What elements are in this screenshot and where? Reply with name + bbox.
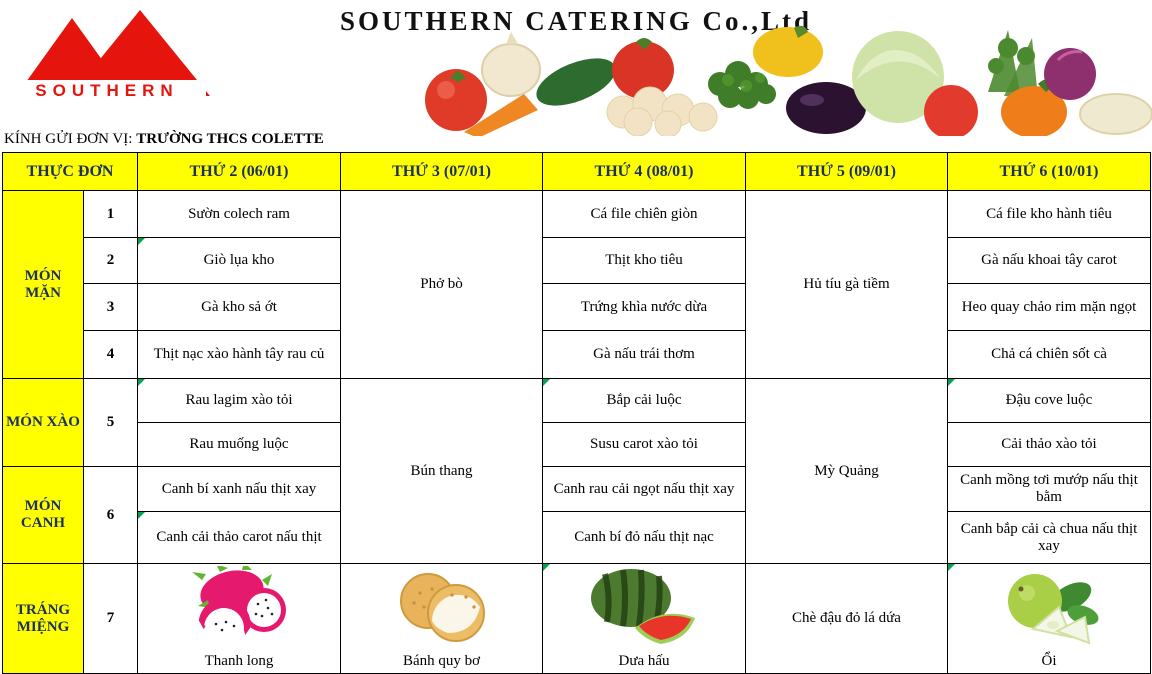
dessert-label: Bánh quy bơ	[402, 653, 481, 669]
watermelon-image	[591, 569, 695, 644]
category-mon-xao: MÓN XÀO	[2, 378, 84, 467]
menu-header-cell: THỰC ĐƠN	[2, 152, 138, 191]
dish-cell: Mỳ Quảng	[745, 378, 948, 564]
dessert-cell: Dưa hấu	[542, 563, 746, 674]
row-number: 1	[83, 190, 138, 238]
dish-cell: Thịt nạc xào hành tây rau củ	[137, 330, 341, 379]
dish-cell: Hủ tíu gà tiềm	[745, 190, 948, 379]
day-header-tue: THỨ 3 (07/01)	[340, 152, 543, 191]
table-row: MÓN MẶN 1 Sườn colech ram Phở bò Cá file…	[2, 190, 1151, 379]
dessert-label: Dưa hấu	[618, 653, 670, 669]
dish-cell: Rau muống luộc	[137, 422, 341, 467]
row-number: 2	[83, 237, 138, 284]
dish-cell: Canh mồng tơi mướp nấu thịt bằm	[947, 466, 1151, 512]
dish-cell: Canh bí đỏ nấu thịt nạc	[542, 511, 746, 564]
greeting-line: KÍNH GỬI ĐƠN VỊ: TRƯỜNG THCS COLETTE	[4, 131, 324, 148]
day-header-wed: THỨ 4 (08/01)	[542, 152, 746, 191]
dish-cell: Gà kho sả ớt	[137, 283, 341, 331]
table-row: 2 Giò lụa kho Thịt kho tiêu Gà nấu khoai…	[3, 237, 1151, 284]
comment-marker-icon	[543, 379, 550, 386]
day-header-thu: THỨ 5 (09/01)	[745, 152, 948, 191]
row-number: 4	[83, 330, 138, 379]
dragon-fruit-image	[192, 566, 286, 636]
company-title: SOUTHERN CATERING Co.,Ltd	[339, 6, 813, 36]
dessert-cell: Bánh quy bơ	[340, 563, 543, 674]
table-row: 3 Gà kho sả ớt Trứng khìa nước dừa Heo q…	[3, 283, 1151, 331]
dish-cell: Cải thảo xào tỏi	[947, 422, 1151, 467]
comment-marker-icon	[138, 238, 145, 245]
category-mon-canh: MÓN CANH	[2, 466, 84, 564]
dessert-cell: Thanh long	[137, 563, 341, 674]
dish-cell: Canh rau cải ngọt nấu thịt xay	[542, 466, 746, 512]
category-mon-man: MÓN MẶN	[2, 190, 84, 379]
dish-cell: Bún thang	[340, 378, 543, 564]
vegetables-banner-image	[425, 25, 1152, 136]
comment-marker-icon	[948, 379, 955, 386]
dish-cell: Đậu cove luộc	[947, 378, 1151, 423]
table-header-row: THỰC ĐƠN THỨ 2 (06/01) THỨ 3 (07/01) THỨ…	[2, 152, 1151, 191]
comment-marker-icon	[138, 379, 145, 386]
dish-cell: Gà nấu khoai tây carot	[947, 237, 1151, 284]
dessert-label: Thanh long	[204, 653, 274, 669]
dish-cell: Giò lụa kho	[137, 237, 341, 284]
row-number: 6	[83, 466, 138, 564]
dish-cell: Canh bí xanh nấu thịt xay	[137, 466, 341, 512]
dish-cell: Thịt kho tiêu	[542, 237, 746, 284]
dish-cell: Chả cá chiên sốt cà	[947, 330, 1151, 379]
dish-cell: Sườn colech ram	[137, 190, 341, 238]
comment-marker-icon	[543, 564, 550, 571]
table-row: MÓN XÀO 5 Rau lagim xào tỏi Bún thang Bắ…	[2, 378, 1151, 564]
dish-cell: Rau lagim xào tỏi	[137, 378, 341, 423]
table-row: 4 Thịt nạc xào hành tây rau củ Gà nấu tr…	[3, 330, 1151, 379]
dish-cell: Canh bắp cải cà chua nấu thịt xay	[947, 511, 1151, 564]
category-trang-mieng: TRÁNG MIỆNG	[2, 563, 84, 674]
dessert-label: Ổi	[1041, 653, 1057, 669]
greeting-label: KÍNH GỬI ĐƠN VỊ:	[4, 131, 133, 147]
table-row: Rau muống luộc Susu carot xào tỏi Cải th…	[3, 422, 1151, 467]
dessert-cell: Chè đậu đỏ lá dứa	[745, 563, 948, 674]
dish-cell: Susu carot xào tỏi	[542, 422, 746, 467]
weekly-menu-table: THỰC ĐƠN THỨ 2 (06/01) THỨ 3 (07/01) THỨ…	[2, 152, 1151, 674]
row-number: 5	[83, 378, 138, 467]
day-header-mon: THỨ 2 (06/01)	[137, 152, 341, 191]
table-row: Canh cải thảo carot nấu thịt Canh bí đỏ …	[3, 511, 1151, 564]
logo-wordmark: SOUTHERN	[8, 80, 206, 102]
dish-cell: Heo quay chảo rim mặn ngọt	[947, 283, 1151, 331]
logo-text: SOUTHERN	[35, 81, 179, 100]
dish-cell: Trứng khìa nước dừa	[542, 283, 746, 331]
row-number: 3	[83, 283, 138, 331]
butter-cookies-image	[399, 573, 485, 642]
dish-cell: Gà nấu trái thơm	[542, 330, 746, 379]
dessert-cell: Ổi	[947, 563, 1151, 674]
dish-cell: Phở bò	[340, 190, 543, 379]
dish-cell: Cá file kho hành tiêu	[947, 190, 1151, 238]
table-row: MÓN CANH 6 Canh bí xanh nấu thịt xay Can…	[2, 466, 1151, 564]
comment-marker-icon	[138, 512, 145, 519]
guava-image	[1008, 574, 1099, 645]
dish-cell: Canh cải thảo carot nấu thịt	[137, 511, 341, 564]
greeting-unit-name: TRƯỜNG THCS COLETTE	[136, 131, 324, 147]
comment-marker-icon	[948, 564, 955, 571]
dish-cell: Cá file chiên giòn	[542, 190, 746, 238]
day-header-fri: THỨ 6 (10/01)	[947, 152, 1151, 191]
southern-logo: SOUTHERN	[8, 8, 210, 104]
dish-cell: Bắp cải luộc	[542, 378, 746, 423]
table-row: TRÁNG MIỆNG 7	[2, 563, 1151, 674]
row-number: 7	[83, 563, 138, 674]
